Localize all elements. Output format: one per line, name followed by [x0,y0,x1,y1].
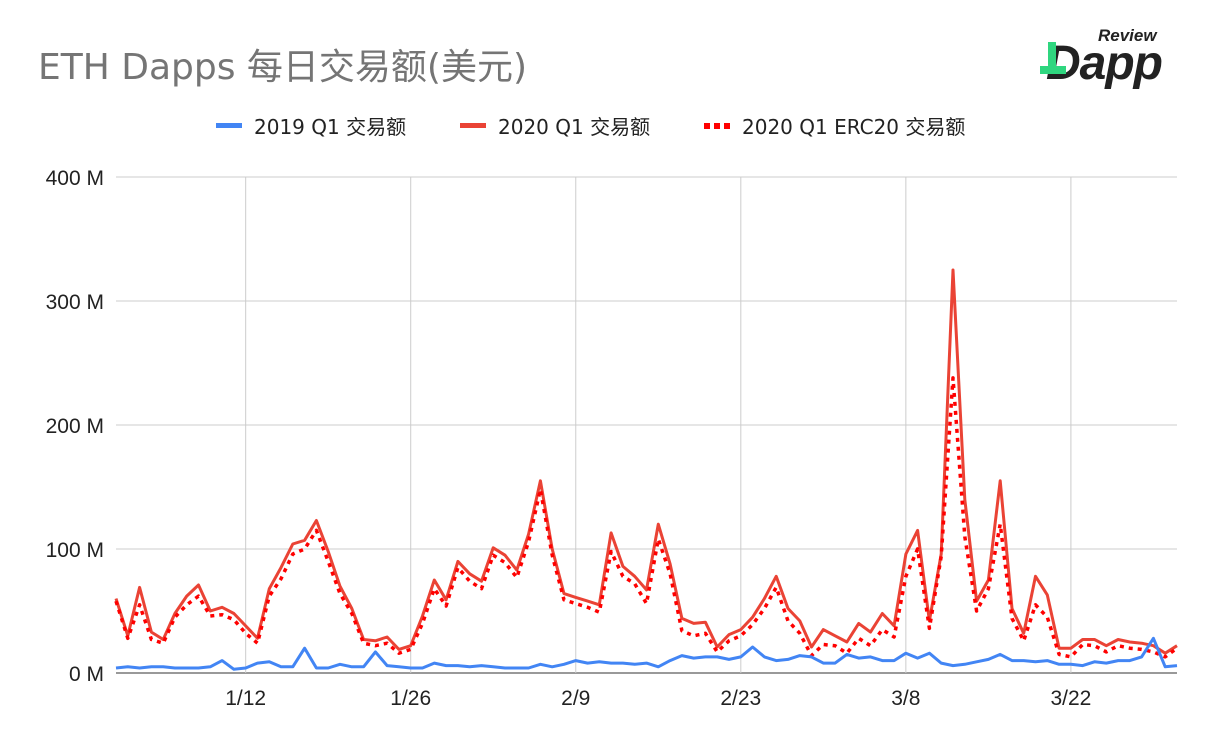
logo-dapp-text: Dapp [1046,37,1163,90]
series-line-2020-erc20 [114,376,1179,659]
legend-item-2020-erc20: 2020 Q1 ERC20 交易额 [704,108,965,142]
x-tick-label: 1/12 [225,687,266,710]
x-axis: 1/12 1/26 2/9 2/23 3/8 3/22 [225,687,1091,710]
legend-swatch-2019 [216,122,242,128]
chart-series [114,268,1179,671]
y-axis: 0 M 100 M 200 M 300 M 400 M [46,167,104,686]
chart-grid [116,176,1177,674]
legend-item-2019: 2019 Q1 交易额 [216,108,406,142]
chart-title: ETH Dapps 每日交易额(美元) [38,47,528,88]
legend-swatch-2020-erc20 [704,122,730,129]
y-tick-label: 200 M [46,415,104,438]
legend-label-2020: 2020 Q1 交易额 [498,114,651,139]
dappreview-logo: Review Dapp [1040,24,1180,94]
y-tick-label: 100 M [46,539,104,562]
logo-bar-mark [1040,66,1066,74]
series-line-2019 [115,636,1178,671]
y-tick-label: 0 M [69,663,104,686]
legend-label-2019: 2019 Q1 交易额 [254,114,407,139]
x-tick-label: 2/23 [720,687,761,710]
y-tick-label: 400 M [46,167,104,190]
x-tick-label: 3/8 [891,687,920,710]
chart-legend: 2019 Q1 交易额 2020 Q1 交易额 2020 Q1 ERC20 交易… [0,108,1214,142]
legend-label-2020-erc20: 2020 Q1 ERC20 交易额 [742,114,966,139]
x-tick-label: 2/9 [561,687,590,710]
y-tick-label: 300 M [46,291,104,314]
legend-swatch-2020 [460,122,486,128]
series-line-2020 [114,268,1178,655]
logo-review-text: Review [1098,26,1157,45]
x-tick-label: 1/26 [390,687,431,710]
logo-bar-mark-vertical [1048,42,1056,68]
x-tick-label: 3/22 [1050,687,1091,710]
legend-item-2020: 2020 Q1 交易额 [460,108,650,142]
